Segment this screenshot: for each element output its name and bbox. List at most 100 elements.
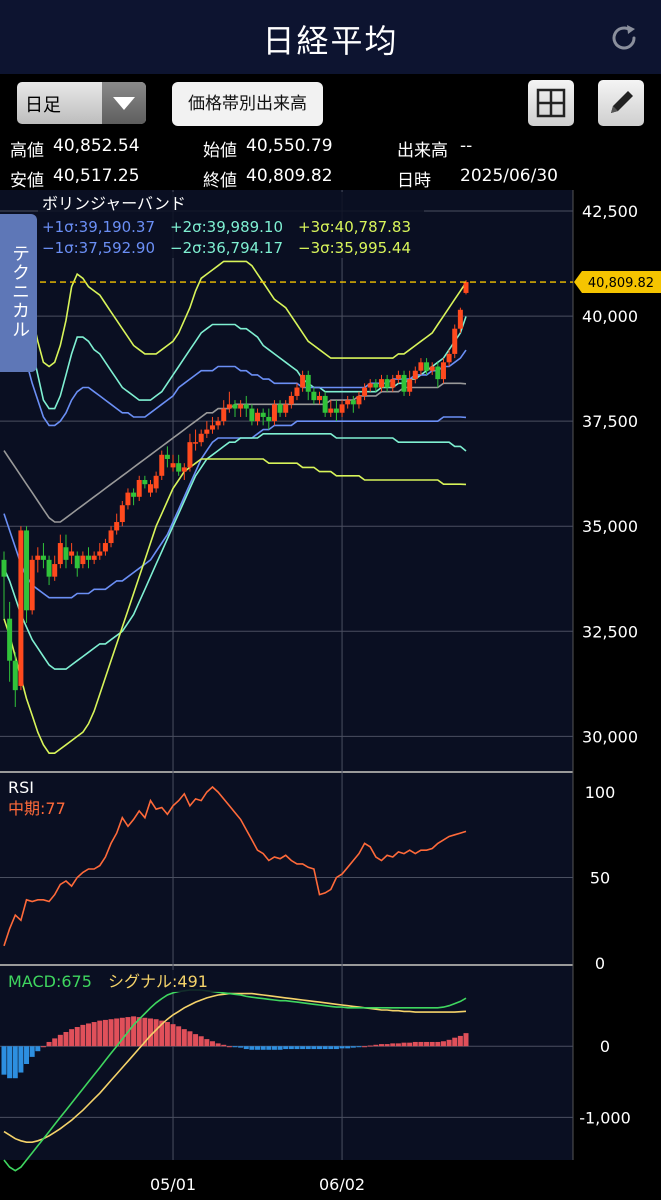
macd-histogram-bar bbox=[243, 1046, 249, 1050]
candle-body bbox=[153, 475, 159, 489]
macd-histogram-bar bbox=[86, 1023, 92, 1047]
macd-histogram-bar bbox=[395, 1043, 401, 1047]
layout-grid-button[interactable] bbox=[528, 80, 574, 126]
legend-item: −2σ:36,794.17 bbox=[170, 239, 283, 257]
macd-histogram-bar bbox=[204, 1039, 210, 1047]
candle-body bbox=[24, 530, 30, 611]
high-label: 高値 bbox=[10, 141, 44, 161]
macd-histogram-bar bbox=[170, 1024, 176, 1047]
candle-body bbox=[362, 387, 368, 396]
macd-histogram-bar bbox=[119, 1017, 125, 1047]
macd-histogram-bar bbox=[159, 1020, 165, 1047]
candle-body bbox=[283, 404, 289, 413]
macd-histogram-bar bbox=[63, 1032, 69, 1047]
pencil-icon bbox=[611, 91, 633, 113]
technical-tab[interactable]: テクニカル bbox=[0, 214, 37, 372]
volume-label: 出来高 bbox=[397, 141, 448, 161]
macd-histogram-bar bbox=[339, 1046, 345, 1049]
technical-tab-label: テクニカル bbox=[9, 244, 30, 339]
macd-histogram-bar bbox=[283, 1046, 289, 1050]
macd-histogram-bar bbox=[18, 1046, 24, 1073]
candle-body bbox=[333, 408, 339, 413]
candle-body bbox=[147, 484, 153, 493]
macd-histogram-bar bbox=[232, 1046, 238, 1048]
open-value: 40,550.79 bbox=[246, 136, 333, 156]
macd-histogram-bar bbox=[390, 1043, 396, 1047]
macd-histogram-bar bbox=[305, 1046, 311, 1050]
candle-body bbox=[277, 404, 283, 413]
candle-body bbox=[12, 660, 18, 691]
macd-histogram-bar bbox=[29, 1046, 35, 1057]
macd-histogram-bar bbox=[463, 1033, 469, 1047]
y-tick-label: 35,000 bbox=[582, 517, 638, 536]
macd-histogram-bar bbox=[108, 1019, 114, 1047]
macd-histogram-bar bbox=[277, 1046, 283, 1050]
candle-body bbox=[356, 395, 362, 405]
candle-body bbox=[407, 379, 413, 392]
macd-histogram-bar bbox=[187, 1031, 193, 1047]
macd-histogram-bar bbox=[193, 1034, 199, 1047]
candle-body bbox=[86, 555, 92, 560]
candle-body bbox=[40, 555, 46, 560]
candle-body bbox=[266, 416, 272, 422]
macd-histogram-bar bbox=[452, 1037, 458, 1047]
y-tick-label: 37,500 bbox=[582, 412, 638, 431]
legend-box bbox=[38, 192, 424, 258]
legend-item: +3σ:40,787.83 bbox=[298, 218, 411, 236]
macd-histogram-bar bbox=[97, 1020, 103, 1047]
macd-histogram-bar bbox=[300, 1046, 306, 1050]
period-select[interactable]: 日足 bbox=[17, 82, 146, 124]
low-label: 安値 bbox=[10, 171, 44, 191]
rsi-line bbox=[3, 785, 467, 947]
candle-body bbox=[187, 442, 193, 468]
legend-title: ボリンジャーバンド bbox=[42, 194, 186, 213]
macd-histogram-bar bbox=[52, 1038, 58, 1047]
macd-histogram-bar bbox=[294, 1046, 300, 1050]
macd-histogram-bar bbox=[435, 1041, 441, 1047]
candle-body bbox=[288, 395, 294, 405]
candle-body bbox=[221, 408, 227, 422]
candle-body bbox=[249, 408, 255, 422]
macd-histogram-bar bbox=[362, 1046, 368, 1048]
macd-histogram-bar bbox=[266, 1046, 272, 1050]
rsi-title: RSI bbox=[8, 778, 34, 797]
candle-body bbox=[74, 555, 80, 569]
macd-histogram-bar bbox=[322, 1046, 328, 1050]
candle-body bbox=[322, 395, 328, 413]
macd-histogram-bar bbox=[46, 1041, 52, 1047]
chart-area[interactable]: 05/01 06/02 30,000 32,500 35,000 37,500 40,000… bbox=[0, 190, 661, 1200]
low-value: 40,517.25 bbox=[53, 166, 140, 186]
macd-line bbox=[3, 989, 467, 1172]
candle-body bbox=[198, 433, 204, 443]
draw-button[interactable] bbox=[598, 80, 644, 126]
date-label: 日時 bbox=[397, 171, 431, 191]
macd-histogram-bar bbox=[412, 1041, 418, 1047]
candle-body bbox=[136, 480, 142, 497]
macd-histogram-bar bbox=[407, 1042, 413, 1047]
macd-histogram-bar bbox=[249, 1046, 255, 1050]
candle-body bbox=[350, 400, 356, 405]
legend-item: −1σ:37,592.90 bbox=[42, 239, 155, 257]
candle-body bbox=[328, 408, 334, 413]
macd-histogram-bar bbox=[7, 1046, 13, 1079]
macd-histogram-bar bbox=[226, 1046, 232, 1048]
legend-item: −3σ:35,995.44 bbox=[298, 239, 411, 257]
macd-histogram-bar bbox=[12, 1046, 18, 1079]
macd-histogram-bar bbox=[350, 1046, 356, 1048]
macd-histogram-bar bbox=[1, 1046, 7, 1075]
band-line-6 bbox=[3, 458, 467, 755]
y-tick-label: 40,000 bbox=[582, 307, 638, 326]
candle-body bbox=[63, 547, 69, 560]
toolbar: 日足 価格帯別出来高 bbox=[0, 74, 661, 130]
macd-histogram-bar bbox=[373, 1044, 379, 1047]
price-volume-button[interactable]: 価格帯別出来高 bbox=[172, 82, 323, 126]
macd-histogram-bar bbox=[164, 1022, 170, 1047]
macd-histogram-bar bbox=[429, 1041, 435, 1047]
candle-body bbox=[390, 379, 396, 388]
candle-body bbox=[131, 492, 137, 497]
macd-histogram-bar bbox=[378, 1044, 384, 1047]
refresh-icon[interactable] bbox=[606, 20, 642, 56]
macd-histogram-bar bbox=[153, 1019, 159, 1047]
plot-background bbox=[0, 190, 573, 1160]
candle-body bbox=[238, 404, 244, 409]
